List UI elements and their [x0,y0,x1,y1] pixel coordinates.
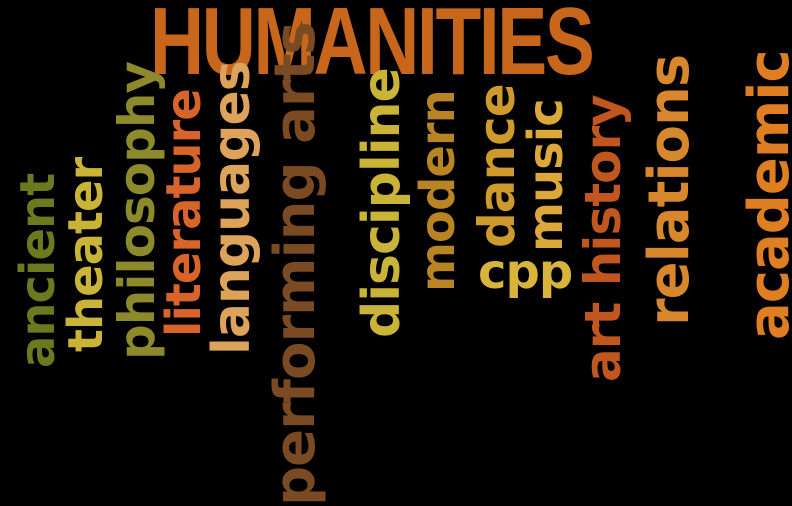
word-philosophy: philosophy [108,61,166,360]
word-performing-arts: performing arts [263,22,328,506]
word-literature: literature [156,89,212,337]
word-theater: theater [58,157,114,352]
word-relations: relations [637,54,702,326]
word-discipline: discipline [352,68,412,338]
word-academic: academic [737,50,792,340]
word-art-history: art history [574,95,632,382]
word-languages: languages [202,61,262,355]
word-humanities: HUMANITIES [150,0,595,95]
word-cpp: cpp [478,244,573,300]
word-music: music [518,99,574,252]
word-ancient: ancient [10,173,66,368]
word-modern: modern [410,90,466,292]
word-dance: dance [468,84,526,248]
